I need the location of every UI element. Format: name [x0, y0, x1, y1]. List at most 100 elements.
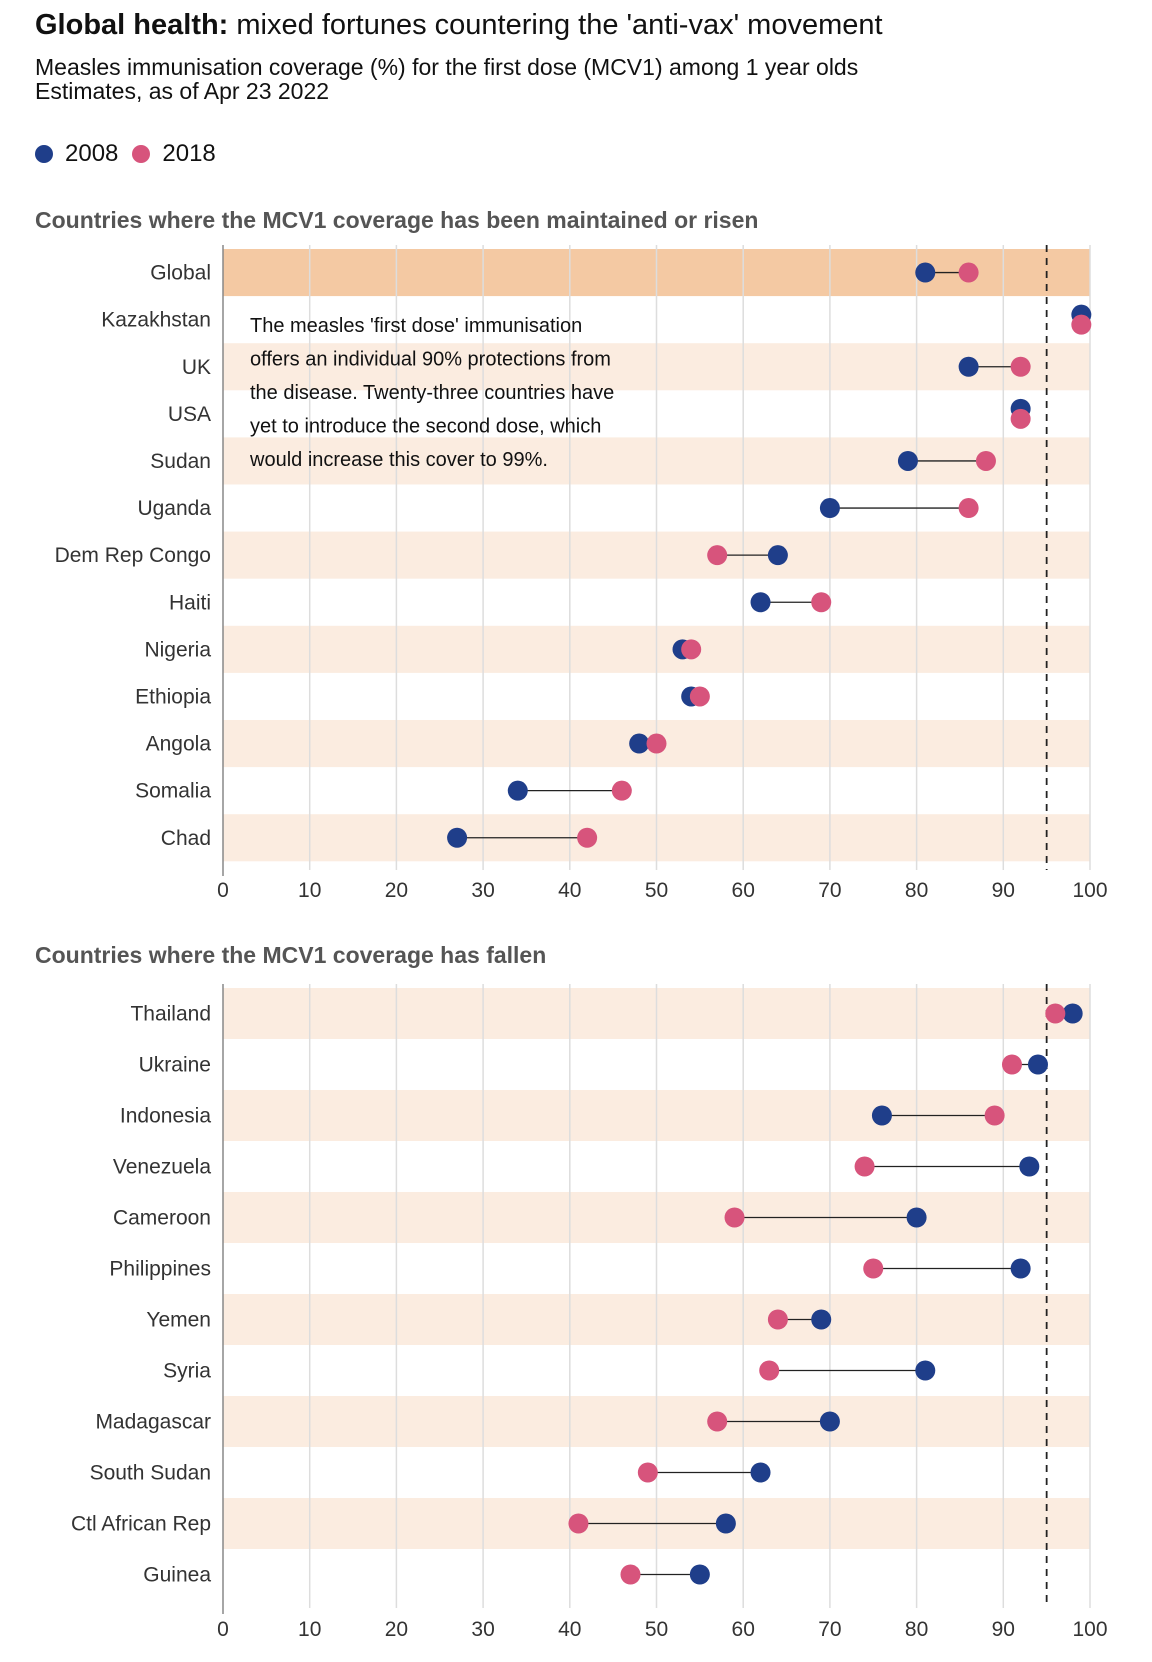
point-2008 [750, 1462, 771, 1483]
x-tick-label: 30 [471, 879, 494, 902]
point-2008 [915, 1360, 936, 1381]
chart-title-bold: Global health: [35, 9, 229, 41]
point-2008 [811, 1309, 832, 1330]
annotation-line: offers an individual 90% protections fro… [250, 349, 611, 371]
row-label: Indonesia [120, 1105, 211, 1128]
x-tick-label: 60 [732, 879, 755, 902]
point-2008 [689, 1564, 710, 1585]
chart-subtitle: Measles immunisation coverage (%) for th… [35, 54, 859, 80]
row-nigeria: Nigeria [144, 638, 702, 661]
x-tick-label: 40 [558, 879, 581, 902]
point-2008 [871, 1105, 892, 1126]
point-2018 [1001, 1054, 1022, 1075]
point-2018 [811, 592, 832, 613]
row-label: South Sudan [90, 1462, 211, 1485]
point-2008 [1010, 1258, 1031, 1279]
point-2018 [958, 498, 979, 519]
row-angola: Angola [146, 733, 667, 756]
x-tick-label: 60 [732, 1618, 755, 1641]
x-tick-label: 90 [992, 879, 1015, 902]
row-label: UK [182, 356, 211, 379]
x-tick-label: 80 [905, 1618, 928, 1641]
panel-title: Countries where the MCV1 coverage has fa… [35, 942, 546, 968]
point-2008 [750, 592, 771, 613]
row-haiti: Haiti [169, 591, 832, 614]
point-2008 [1027, 1054, 1048, 1075]
x-tick-label: 30 [471, 1618, 494, 1641]
point-2018 [1071, 314, 1092, 335]
point-2018 [577, 827, 598, 848]
x-tick-label: 50 [645, 1618, 668, 1641]
point-2008 [1062, 1003, 1083, 1024]
row-label: Chad [161, 827, 211, 850]
row-uganda: Uganda [137, 497, 979, 520]
point-2018 [1010, 356, 1031, 377]
point-2018 [620, 1564, 641, 1585]
row-label: Ctl African Rep [71, 1513, 211, 1536]
panel-1: Countries where the MCV1 coverage has be… [35, 207, 1108, 902]
row-label: Kazakhstan [101, 309, 211, 332]
annotation-line: the disease. Twenty-three countries have [250, 382, 614, 404]
row-syria: Syria [163, 1360, 936, 1383]
row-label: Nigeria [144, 638, 211, 661]
point-2018 [681, 639, 702, 660]
row-sudan: Sudan [150, 450, 996, 473]
row-ctl-african-rep: Ctl African Rep [71, 1513, 736, 1536]
panel-2: Countries where the MCV1 coverage has fa… [35, 942, 1108, 1641]
row-label: Madagascar [95, 1411, 211, 1434]
annotation: The measles 'first dose' immunisation off… [249, 315, 614, 471]
row-philippines: Philippines [109, 1258, 1031, 1281]
legend-item-2008: 2008 [35, 140, 118, 168]
annotation-line: The measles 'first dose' immunisation [250, 315, 582, 337]
x-tick-label: 10 [298, 879, 321, 902]
legend-item-2018: 2018 [132, 140, 216, 168]
row-label: Uganda [137, 497, 211, 520]
x-tick-label: 90 [992, 1618, 1015, 1641]
row-label: Ukraine [139, 1054, 211, 1077]
x-tick-label: 70 [818, 1618, 841, 1641]
point-2008 [915, 262, 936, 283]
point-2018 [637, 1462, 658, 1483]
point-2018 [863, 1258, 884, 1279]
x-tick-label: 50 [645, 879, 668, 902]
row-kazakhstan: Kazakhstan [101, 304, 1092, 335]
row-label: Cameroon [113, 1207, 211, 1230]
row-label: Syria [163, 1360, 211, 1383]
x-tick-label: 0 [217, 879, 229, 902]
x-tick-label: 40 [558, 1618, 581, 1641]
row-label: Somalia [135, 780, 211, 803]
point-2018 [568, 1513, 589, 1534]
row-guinea: Guinea [143, 1564, 710, 1587]
point-2018 [854, 1156, 875, 1177]
point-2008 [507, 780, 528, 801]
row-ethiopia: Ethiopia [135, 685, 710, 708]
row-indonesia: Indonesia [120, 1105, 1005, 1128]
row-label: Sudan [150, 450, 211, 473]
row-label: USA [168, 403, 211, 426]
row-global: Global [150, 262, 979, 285]
row-somalia: Somalia [135, 780, 632, 803]
row-usa: USA [168, 398, 1031, 429]
row-label: Angola [146, 733, 212, 756]
legend-label-2008: 2008 [65, 140, 119, 167]
x-tick-label: 10 [298, 1618, 321, 1641]
legend-label-2018: 2018 [162, 140, 216, 167]
row-label: Guinea [143, 1564, 211, 1587]
point-2018 [984, 1105, 1005, 1126]
point-2008 [447, 827, 468, 848]
x-tick-label: 20 [385, 1618, 408, 1641]
row-label: Philippines [109, 1258, 211, 1281]
row-dem-rep-congo: Dem Rep Congo [55, 544, 788, 567]
row-ukraine: Ukraine [139, 1054, 1048, 1077]
row-label: Yemen [146, 1309, 211, 1332]
gridlines [308, 984, 1091, 1608]
x-tick-label: 80 [905, 879, 928, 902]
point-2018 [689, 686, 710, 707]
legend-swatch-2018 [132, 145, 151, 163]
point-2018 [767, 1309, 788, 1330]
point-2008 [767, 545, 788, 566]
x-tick-label: 70 [818, 879, 841, 902]
row-venezuela: Venezuela [113, 1156, 1040, 1179]
point-2018 [724, 1207, 745, 1228]
